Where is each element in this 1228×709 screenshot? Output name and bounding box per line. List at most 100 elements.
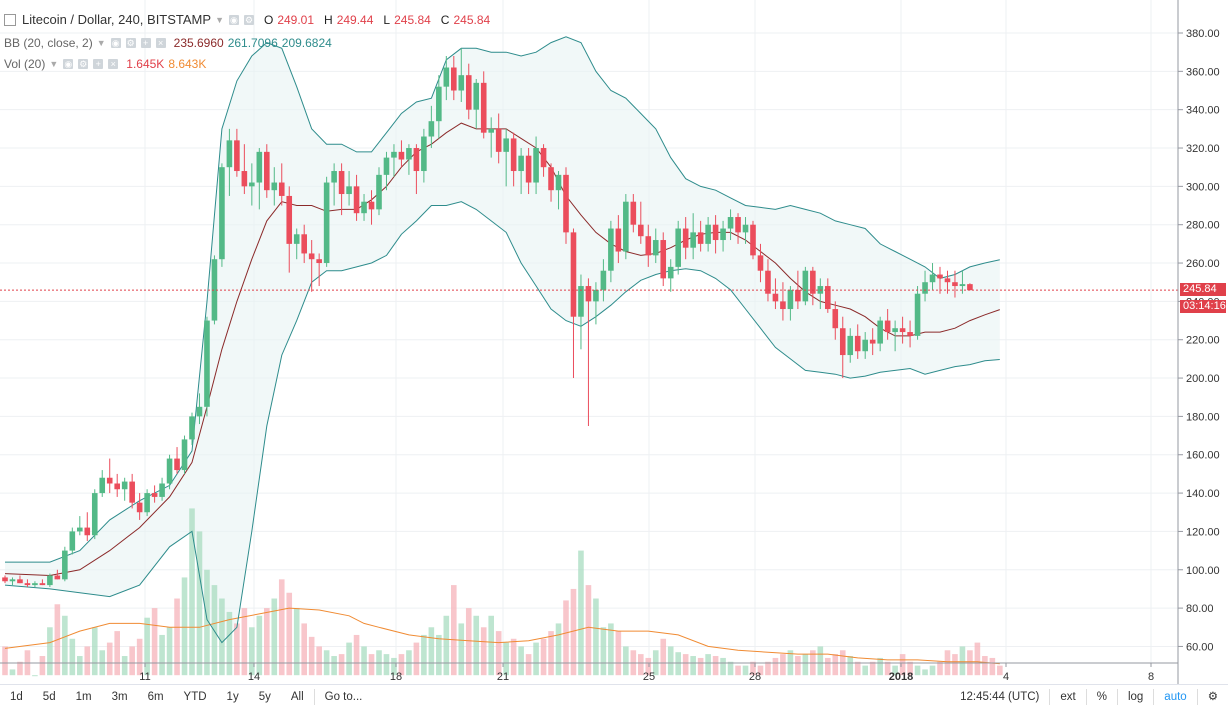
percent-toggle[interactable]: % xyxy=(1096,691,1107,703)
utc-clock[interactable]: 12:45:44 (UTC) xyxy=(960,691,1040,703)
candle-body xyxy=(899,328,906,333)
collapse-icon[interactable] xyxy=(4,13,16,26)
candle-body xyxy=(226,140,233,168)
gear-icon[interactable]: ⚙ xyxy=(78,59,89,69)
volume-bar xyxy=(952,654,958,676)
log-toggle[interactable]: log xyxy=(1127,691,1144,703)
candle-body xyxy=(256,151,263,183)
volume-bar xyxy=(742,665,749,676)
y-tick-label: 100.00 xyxy=(1186,565,1220,577)
volume-bar xyxy=(974,642,981,676)
toolbar-divider xyxy=(313,689,315,705)
ohlc-low: 245.84 xyxy=(394,12,431,27)
vol-value: 1.645K xyxy=(126,57,165,71)
candle-body xyxy=(151,493,158,497)
candle-body xyxy=(727,217,734,229)
y-tick-label: 80.00 xyxy=(1186,603,1214,615)
close-icon[interactable]: × xyxy=(155,38,166,48)
candle-body xyxy=(660,240,667,279)
range-1m[interactable]: 1m xyxy=(75,691,92,703)
y-tick-label: 280.00 xyxy=(1186,220,1220,232)
chevron-down-icon[interactable]: ▼ xyxy=(49,59,59,69)
volume-bar xyxy=(219,598,225,676)
candle-body xyxy=(54,575,61,580)
candle-body xyxy=(443,67,450,87)
volume-bar xyxy=(503,642,509,676)
gear-icon[interactable]: ⚙ xyxy=(1207,691,1218,703)
goto-button[interactable]: Go to... xyxy=(324,691,363,703)
plus-icon[interactable]: + xyxy=(93,59,104,69)
volume-bar xyxy=(735,665,741,676)
toolbar-divider xyxy=(1116,689,1118,705)
volume-bar xyxy=(488,615,494,676)
candle-body xyxy=(62,550,68,580)
bb-label[interactable]: BB (20, close, 2) xyxy=(4,36,93,50)
candle-body xyxy=(735,217,741,233)
volume-bar xyxy=(271,598,278,676)
volume-bar xyxy=(256,615,263,676)
x-tick-label: 25 xyxy=(643,671,655,683)
volume-bar xyxy=(436,634,442,676)
time-axis[interactable]: 11 14 18 21 25 28 2018 4 8 xyxy=(139,663,1154,683)
eye-icon[interactable]: ◉ xyxy=(110,38,121,48)
range-1y[interactable]: 1y xyxy=(226,691,239,703)
candle-body xyxy=(600,270,607,290)
eye-icon[interactable]: ◉ xyxy=(228,14,239,25)
ohlc-low-label: L xyxy=(383,12,391,27)
volume-bar xyxy=(241,608,248,676)
range-ytd[interactable]: YTD xyxy=(183,691,207,703)
chevron-down-icon[interactable]: ▼ xyxy=(215,14,224,25)
volume-bar xyxy=(645,657,652,676)
chevron-down-icon[interactable]: ▼ xyxy=(96,38,106,48)
price-axis[interactable]: 380.00 360.00 340.00 320.00 300.00 280.00 260.… xyxy=(1178,28,1220,653)
candle-body xyxy=(825,286,831,310)
volume-bar xyxy=(398,654,405,676)
candle-body xyxy=(398,151,405,160)
candle-body xyxy=(757,255,764,271)
volume-bar xyxy=(847,656,854,676)
candle-body xyxy=(795,289,801,302)
volume-bar xyxy=(264,608,270,676)
symbol-title[interactable]: Litecoin / Dollar, 240, BITSTAMP xyxy=(22,12,212,27)
range-3m[interactable]: 3m xyxy=(111,691,128,703)
range-5y[interactable]: 5y xyxy=(258,691,271,703)
candle-body xyxy=(39,583,46,586)
gear-icon[interactable]: ⚙ xyxy=(243,14,254,25)
volume-bar xyxy=(675,652,681,676)
candle-body xyxy=(518,155,524,172)
range-6m[interactable]: 6m xyxy=(147,691,164,703)
close-icon[interactable]: × xyxy=(108,59,119,69)
range-all[interactable]: All xyxy=(290,691,304,703)
range-5d[interactable]: 5d xyxy=(42,691,56,703)
volume-bar xyxy=(234,623,240,676)
volume-bar xyxy=(884,661,891,676)
ohlc-close: 245.84 xyxy=(453,12,491,27)
volume-bar xyxy=(540,638,547,676)
candle-body xyxy=(338,171,345,195)
volume-bar xyxy=(615,631,622,676)
volume-bar xyxy=(293,608,300,676)
range-1d[interactable]: 1d xyxy=(10,691,23,703)
ext-toggle[interactable]: ext xyxy=(1060,691,1076,703)
candle-body xyxy=(630,201,637,225)
volume-bar xyxy=(690,656,696,676)
price-chart[interactable]: 380.00 360.00 340.00 320.00 300.00 280.00 260.… xyxy=(0,0,1228,684)
volume-bar xyxy=(750,661,756,676)
candle-body xyxy=(772,293,779,302)
volume-bar xyxy=(832,654,839,676)
candle-body xyxy=(278,182,285,196)
candle-body xyxy=(189,416,195,440)
volume-bar xyxy=(159,634,165,676)
candle-body xyxy=(249,182,255,187)
gear-icon[interactable]: ⚙ xyxy=(125,38,136,48)
plus-icon[interactable]: + xyxy=(140,38,151,48)
auto-toggle[interactable]: auto xyxy=(1164,691,1187,703)
candle-body xyxy=(406,148,412,160)
candle-body xyxy=(421,136,427,172)
volume-bar xyxy=(2,646,8,676)
vol-label[interactable]: Vol (20) xyxy=(4,57,46,71)
ohlc-close-label: C xyxy=(440,12,450,27)
eye-icon[interactable]: ◉ xyxy=(63,59,74,69)
volume-bar xyxy=(525,654,532,676)
candle-body xyxy=(585,286,592,302)
